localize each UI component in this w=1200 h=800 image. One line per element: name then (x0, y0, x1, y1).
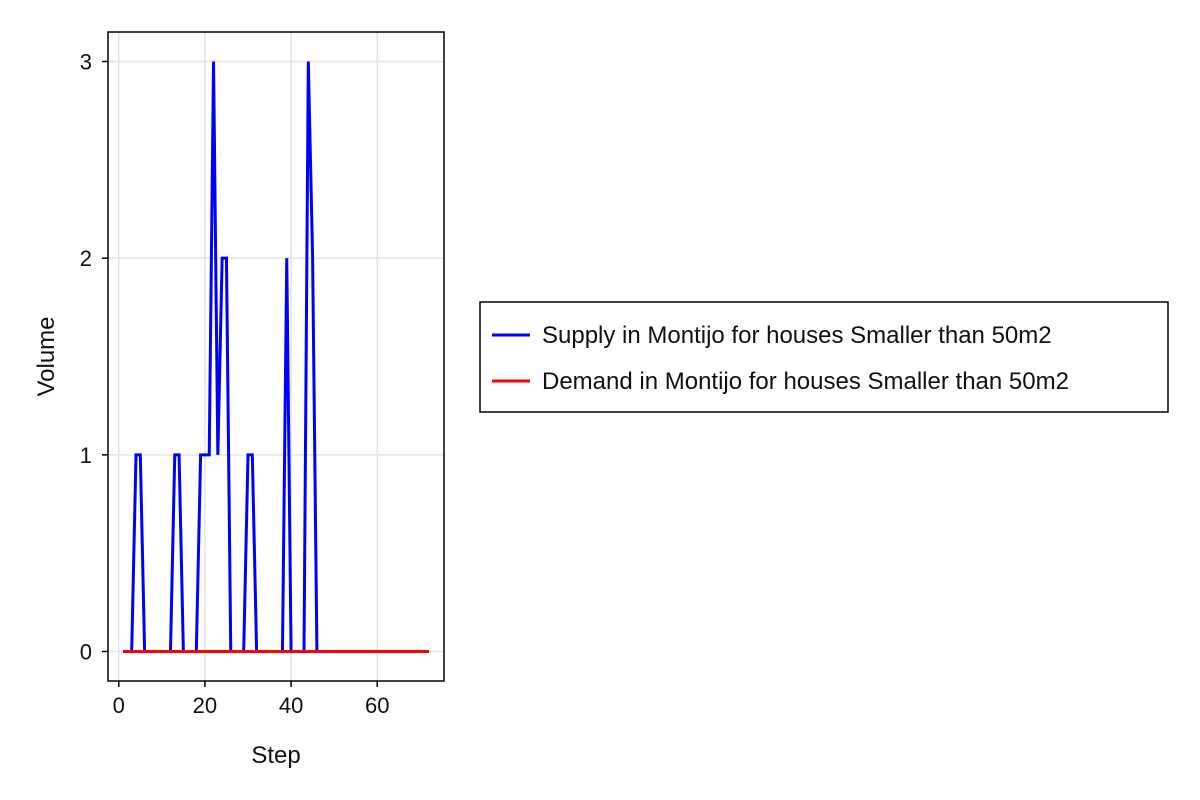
plot-area-frame (107, 31, 445, 682)
series-layer (123, 61, 429, 653)
x-tick-label: 20 (193, 693, 217, 718)
legend-frame (479, 301, 1169, 413)
legend: Supply in Montijo for houses Smaller tha… (479, 301, 1169, 413)
x-tick-label: 60 (365, 693, 389, 718)
x-tick-label: 0 (113, 693, 125, 718)
legend-label-2: Demand in Montijo for houses Smaller tha… (542, 368, 1069, 395)
y-axis-title: Volume (33, 316, 60, 396)
axis-ticks: 0 20 40 60 0 1 2 3 (80, 50, 390, 719)
x-axis-title: Step (251, 742, 300, 769)
y-tick-label: 0 (80, 640, 92, 665)
series-line-1 (123, 61, 429, 653)
y-tick-label: 2 (80, 246, 92, 271)
y-tick-label: 3 (80, 50, 92, 75)
y-tick-label: 1 (80, 443, 92, 468)
grid-lines (108, 32, 444, 681)
x-tick-label: 40 (279, 693, 303, 718)
legend-label-1: Supply in Montijo for houses Smaller tha… (542, 322, 1052, 349)
